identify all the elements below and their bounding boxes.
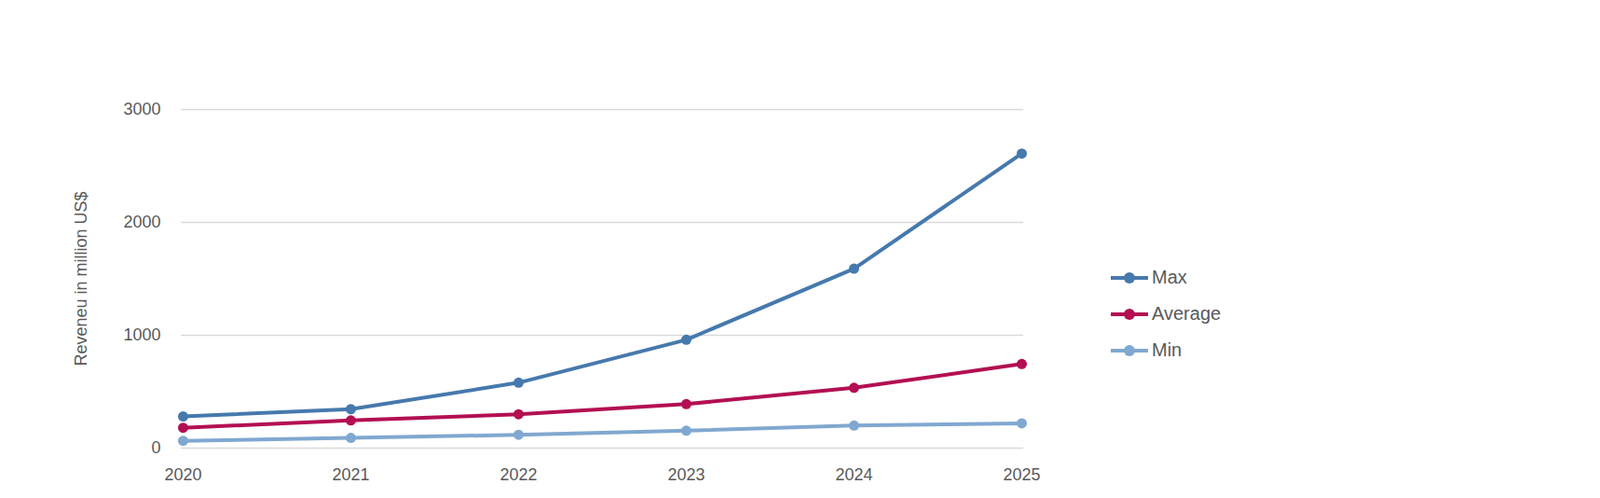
svg-text:2021: 2021: [331, 464, 370, 484]
html-text:Min: Min: [1151, 339, 1182, 360]
svg-text:2000: 2000: [123, 212, 161, 232]
svg-text:Reveneu in million US$: Reveneu in million US$: [71, 191, 91, 366]
svg-text:2020: 2020: [164, 464, 202, 484]
svg-text:2025: 2025: [1002, 464, 1040, 484]
svg-text:3000: 3000: [123, 99, 161, 119]
html-text:Max: Max: [1151, 266, 1188, 288]
html-text:Global Electrolyser Market: Global Electrolyser Market: [444, 41, 739, 68]
svg-text:2023: 2023: [667, 464, 705, 484]
svg-text:1000: 1000: [123, 325, 161, 344]
svg-text:2024: 2024: [834, 464, 873, 484]
svg-text:0: 0: [150, 437, 161, 457]
html-text:Average: Average: [1151, 302, 1221, 324]
svg-text:2022: 2022: [499, 464, 537, 484]
